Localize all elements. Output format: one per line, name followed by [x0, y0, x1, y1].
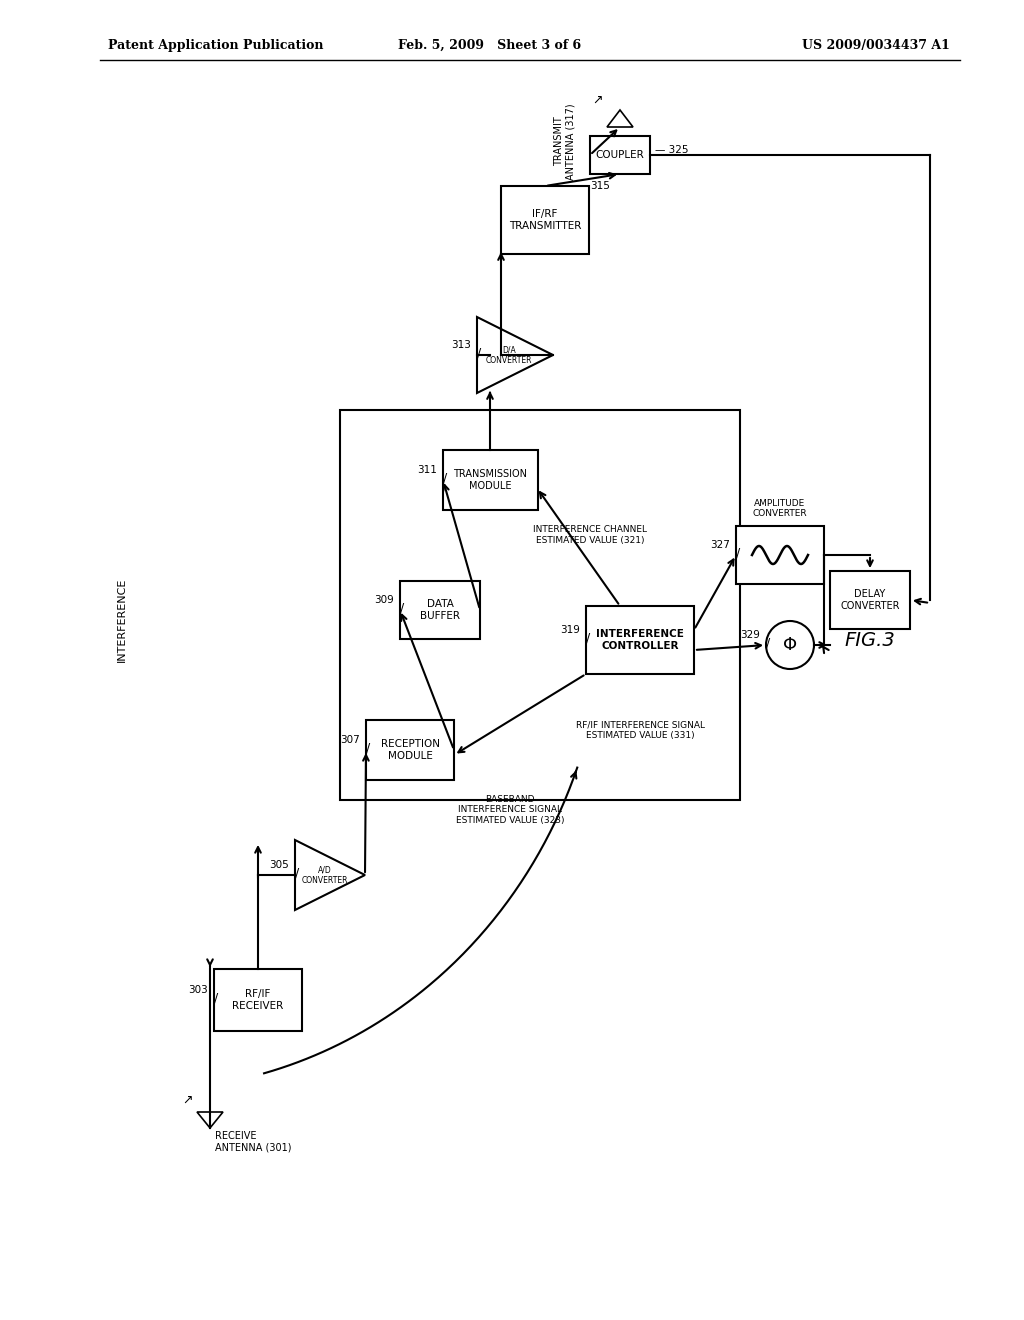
Text: 309: 309	[374, 595, 394, 605]
Text: INTERFERENCE
CONTROLLER: INTERFERENCE CONTROLLER	[596, 630, 684, 651]
Text: INTERFERENCE: INTERFERENCE	[117, 578, 127, 663]
Bar	[366, 719, 454, 780]
Polygon shape	[607, 110, 633, 127]
Text: 329: 329	[740, 630, 760, 640]
Text: /: /	[214, 991, 218, 1005]
Text: 303: 303	[188, 985, 208, 995]
Text: IF/RF
TRANSMITTER: IF/RF TRANSMITTER	[509, 209, 582, 231]
Text: TRANSMISSION
MODULE: TRANSMISSION MODULE	[453, 469, 527, 491]
Text: /: /	[477, 346, 481, 359]
Text: FIG.3: FIG.3	[845, 631, 895, 649]
Text: RF/IF INTERFERENCE SIGNAL
ESTIMATED VALUE (331): RF/IF INTERFERENCE SIGNAL ESTIMATED VALU…	[575, 721, 705, 739]
Bar	[340, 411, 740, 800]
Bar	[590, 136, 650, 174]
Text: /: /	[442, 471, 447, 484]
Text: COUPLER: COUPLER	[596, 150, 644, 160]
Text: 327: 327	[710, 540, 730, 550]
Text: /: /	[586, 631, 590, 644]
Bar	[442, 450, 538, 510]
Text: 319: 319	[560, 624, 580, 635]
Circle shape	[766, 620, 814, 669]
Polygon shape	[197, 1111, 223, 1129]
Text: D/A
CONVERTER: D/A CONVERTER	[486, 346, 532, 364]
Text: BASEBAND
INTERFERENCE SIGNAL
ESTIMATED VALUE (323): BASEBAND INTERFERENCE SIGNAL ESTIMATED V…	[456, 795, 564, 825]
Text: /: /	[736, 546, 740, 560]
Text: /: /	[366, 742, 370, 755]
Polygon shape	[477, 317, 553, 393]
Text: 305: 305	[269, 861, 289, 870]
Polygon shape	[295, 840, 365, 909]
Text: RECEPTION
MODULE: RECEPTION MODULE	[381, 739, 439, 760]
Text: /: /	[400, 602, 404, 615]
Bar	[501, 186, 589, 253]
Text: Feb. 5, 2009   Sheet 3 of 6: Feb. 5, 2009 Sheet 3 of 6	[398, 38, 582, 51]
Text: 315: 315	[590, 181, 610, 191]
Text: /: /	[766, 636, 770, 649]
Text: 307: 307	[340, 735, 360, 744]
Text: 311: 311	[417, 465, 437, 475]
Text: RF/IF
RECEIVER: RF/IF RECEIVER	[232, 989, 284, 1011]
Bar	[400, 581, 480, 639]
Bar	[586, 606, 694, 675]
Text: DATA
BUFFER: DATA BUFFER	[420, 599, 460, 620]
Text: TRANSMIT
ANTENNA (317): TRANSMIT ANTENNA (317)	[554, 103, 575, 180]
Text: 313: 313	[452, 341, 471, 350]
Text: ↗: ↗	[593, 94, 603, 107]
Text: ↗: ↗	[182, 1093, 194, 1106]
Bar	[736, 525, 824, 583]
Text: /: /	[295, 866, 299, 879]
Text: US 2009/0034437 A1: US 2009/0034437 A1	[802, 38, 950, 51]
Text: Patent Application Publication: Patent Application Publication	[108, 38, 324, 51]
Bar	[830, 572, 910, 630]
Bar	[214, 969, 302, 1031]
Text: DELAY
CONVERTER: DELAY CONVERTER	[841, 589, 900, 611]
Text: RECEIVE
ANTENNA (301): RECEIVE ANTENNA (301)	[215, 1131, 292, 1152]
Text: AMPLITUDE
CONVERTER: AMPLITUDE CONVERTER	[753, 499, 807, 517]
Text: Φ: Φ	[783, 636, 797, 653]
Text: A/D
CONVERTER: A/D CONVERTER	[301, 866, 348, 884]
Text: — 325: — 325	[655, 145, 688, 154]
Text: INTERFERENCE CHANNEL
ESTIMATED VALUE (321): INTERFERENCE CHANNEL ESTIMATED VALUE (32…	[534, 525, 647, 545]
